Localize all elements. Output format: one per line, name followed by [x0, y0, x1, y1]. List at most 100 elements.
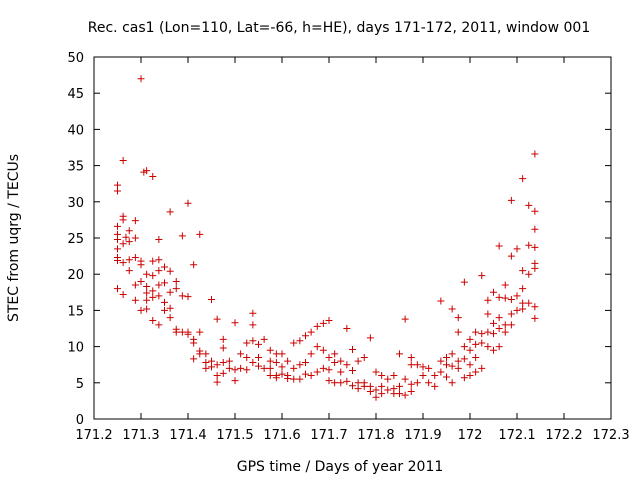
data-point [155, 267, 163, 275]
data-point [196, 230, 204, 238]
data-point [184, 330, 192, 338]
data-point [243, 366, 251, 374]
data-point [114, 285, 121, 293]
data-point [149, 272, 157, 280]
data-point [266, 346, 274, 354]
data-point [454, 357, 462, 365]
data-point [443, 361, 450, 369]
data-point [378, 372, 386, 380]
data-points [114, 75, 539, 401]
x-tick-label: 171.3 [122, 428, 159, 443]
data-point [161, 263, 168, 271]
data-point [501, 328, 509, 336]
data-point [243, 353, 251, 361]
data-point [349, 382, 356, 390]
data-point [190, 355, 198, 363]
data-point [166, 267, 174, 275]
data-point [296, 375, 304, 383]
data-point [325, 377, 333, 385]
x-tick-label: 171.8 [357, 428, 394, 443]
data-point [161, 279, 168, 287]
data-point [431, 372, 439, 380]
y-tick-label: 35 [67, 160, 84, 175]
data-point [208, 296, 215, 304]
data-point [437, 368, 445, 376]
data-point [143, 270, 151, 278]
data-point [325, 366, 333, 374]
data-point [196, 350, 204, 358]
data-point [525, 299, 533, 307]
data-point [343, 325, 351, 332]
data-point [431, 382, 439, 390]
data-point [331, 379, 339, 387]
data-point [425, 379, 433, 387]
data-point [495, 325, 503, 332]
data-point [155, 256, 163, 264]
data-point [137, 75, 145, 83]
data-point [143, 283, 151, 291]
data-point [466, 361, 474, 369]
x-tick-label: 172.2 [545, 428, 582, 443]
data-point [401, 375, 409, 383]
data-point [219, 359, 227, 367]
data-point [249, 337, 257, 345]
data-point [208, 363, 215, 371]
data-point [460, 355, 468, 363]
data-point [296, 361, 304, 369]
data-point [525, 270, 533, 278]
data-point [531, 225, 539, 233]
data-point [161, 298, 168, 306]
data-point [119, 157, 127, 165]
data-point [119, 240, 127, 248]
data-point [231, 366, 239, 374]
data-point [319, 364, 327, 372]
data-point [419, 363, 427, 371]
data-point [307, 350, 315, 358]
data-point [255, 353, 262, 361]
x-tick-label: 172.1 [498, 428, 535, 443]
data-point [266, 357, 274, 365]
data-point [460, 343, 468, 351]
data-point [513, 292, 521, 300]
data-point [490, 346, 497, 354]
data-point [407, 380, 415, 388]
data-point [184, 293, 192, 301]
x-tick-label: 171.6 [263, 428, 300, 443]
data-point [225, 364, 233, 372]
data-point [337, 379, 345, 387]
data-point [478, 339, 486, 347]
data-point [149, 172, 157, 180]
data-point [448, 350, 456, 358]
data-point [390, 372, 398, 380]
data-point [125, 267, 133, 275]
data-point [307, 372, 315, 380]
data-point [219, 335, 227, 343]
data-point [366, 334, 374, 342]
data-point [137, 277, 145, 285]
y-tick-label: 10 [67, 341, 84, 356]
data-point [401, 315, 409, 323]
data-point [143, 296, 151, 304]
data-point [231, 377, 239, 385]
axis-ticks: 171.2 171.3 171.4 171.5 171.6 171.7 171.8 171.9… [67, 51, 629, 443]
data-point [484, 310, 492, 318]
data-point [501, 321, 509, 329]
data-point [372, 386, 380, 394]
x-tick-label: 171.4 [169, 428, 206, 443]
data-point [249, 321, 257, 329]
y-tick-label: 0 [76, 413, 84, 428]
data-point [454, 314, 462, 322]
data-point [531, 207, 539, 215]
data-point [507, 296, 515, 304]
data-point [119, 216, 127, 224]
data-point [143, 305, 151, 313]
x-tick-label: 171.9 [404, 428, 441, 443]
data-point [349, 366, 356, 374]
data-point [519, 267, 527, 275]
y-tick-label: 20 [67, 268, 84, 283]
data-point [484, 343, 492, 351]
data-point [143, 289, 151, 297]
data-point [237, 350, 245, 358]
data-point [125, 256, 133, 264]
data-point [255, 340, 262, 348]
